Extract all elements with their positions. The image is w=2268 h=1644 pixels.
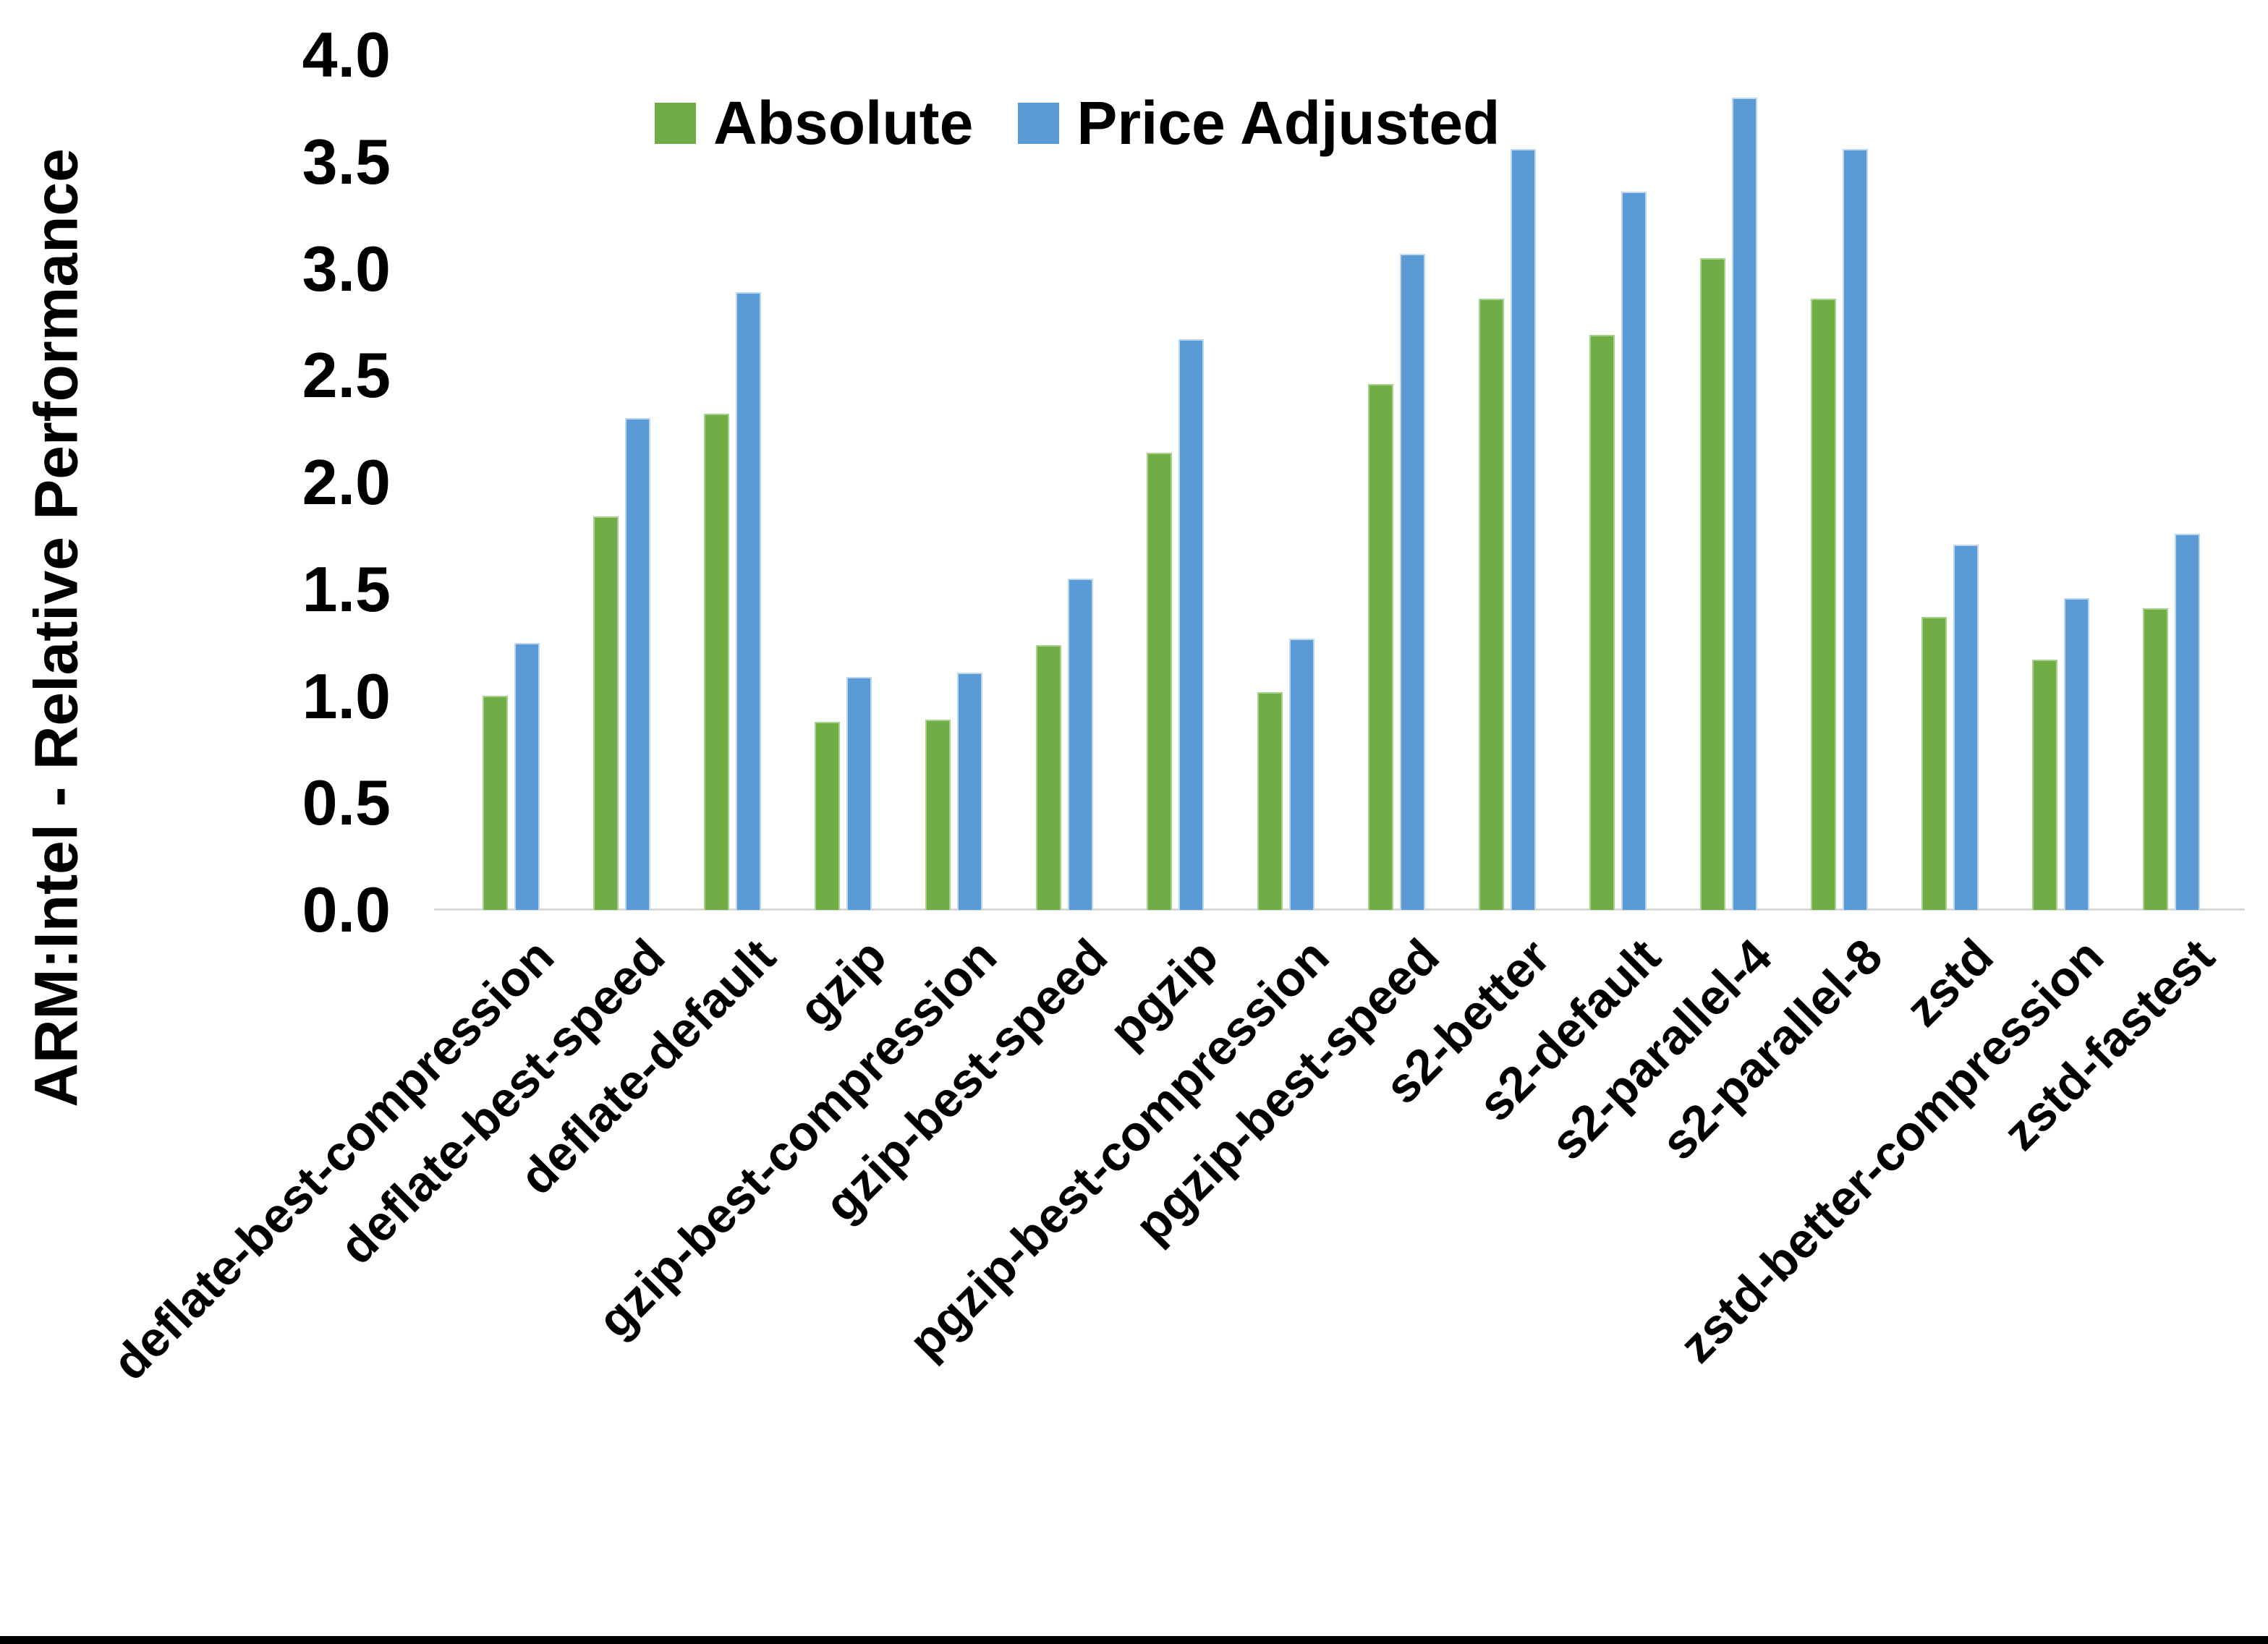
bar-absolute-pgzip: [1147, 453, 1172, 910]
bar-price-adjusted-deflate-best-speed: [625, 418, 650, 910]
bar-price-adjusted-pgzip-best-speed: [1400, 254, 1425, 910]
legend-label-price-adjusted: Price Adjusted: [1076, 89, 1500, 157]
bar-absolute-s2-default: [1589, 335, 1615, 910]
bar-price-adjusted-pgzip-best-compression: [1289, 639, 1314, 910]
bar-price-adjusted-s2-default: [1621, 192, 1647, 910]
bar-price-adjusted-deflate-best-compression: [514, 643, 540, 910]
bar-absolute-s2-parallel-4: [1700, 258, 1725, 910]
y-axis-title: ARM:Intel - Relative Performance: [22, 148, 90, 1107]
bar-absolute-s2-parallel-8: [1811, 299, 1836, 910]
legend-item-price-adjusted: Price Adjusted: [1018, 93, 1500, 153]
bar-absolute-zstd-better-compression: [2032, 660, 2057, 910]
bar-price-adjusted-zstd-better-compression: [2064, 598, 2089, 910]
bar-absolute-s2-better: [1479, 299, 1504, 910]
bar-price-adjusted-gzip-best-speed: [1068, 579, 1093, 910]
bar-price-adjusted-deflate-default: [736, 292, 761, 910]
legend-swatch-absolute-icon: [655, 102, 696, 144]
bar-absolute-gzip-best-speed: [1036, 645, 1061, 910]
bar-price-adjusted-gzip-best-compression: [957, 673, 982, 910]
bar-absolute-pgzip-best-speed: [1368, 384, 1393, 910]
bar-absolute-deflate-best-speed: [593, 516, 619, 910]
bar-price-adjusted-zstd: [1953, 545, 1979, 910]
bar-price-adjusted-s2-parallel-4: [1732, 98, 1757, 910]
bar-price-adjusted-pgzip: [1178, 339, 1204, 910]
y-tick-label: 3.5: [302, 125, 391, 197]
y-tick-label: 1.0: [302, 660, 391, 732]
y-tick-label: 1.5: [302, 553, 391, 625]
bar-absolute-deflate-best-compression: [483, 696, 508, 910]
bar-absolute-pgzip-best-compression: [1257, 692, 1283, 910]
legend-item-absolute: Absolute: [655, 93, 973, 153]
bar-price-adjusted-s2-better: [1511, 149, 1536, 910]
y-tick-label: 2.0: [302, 446, 391, 518]
y-tick-label: 0.5: [302, 767, 391, 839]
y-tick-label: 4.0: [302, 19, 391, 90]
legend-label-absolute: Absolute: [713, 89, 974, 157]
x-axis-label-deflate-best-compression: deflate-best-compression: [102, 928, 565, 1391]
legend-swatch-price-adjusted-icon: [1018, 102, 1060, 144]
x-axis-line: [434, 908, 2245, 911]
y-tick-label: 2.5: [302, 339, 391, 412]
y-tick-label: 3.0: [302, 232, 391, 304]
bar-absolute-gzip-best-compression: [925, 720, 951, 910]
bottom-border: [0, 1636, 2268, 1644]
bar-absolute-deflate-default: [704, 414, 729, 910]
y-tick-label: 0.0: [302, 874, 391, 945]
legend: Absolute Price Adjusted: [655, 93, 1500, 153]
bar-absolute-zstd: [1921, 617, 1947, 910]
bar-price-adjusted-zstd-fastest: [2175, 534, 2200, 910]
bar-price-adjusted-gzip: [846, 677, 872, 910]
bar-price-adjusted-s2-parallel-8: [1843, 149, 1868, 910]
bar-absolute-gzip: [815, 722, 840, 910]
bar-absolute-zstd-fastest: [2143, 608, 2168, 910]
